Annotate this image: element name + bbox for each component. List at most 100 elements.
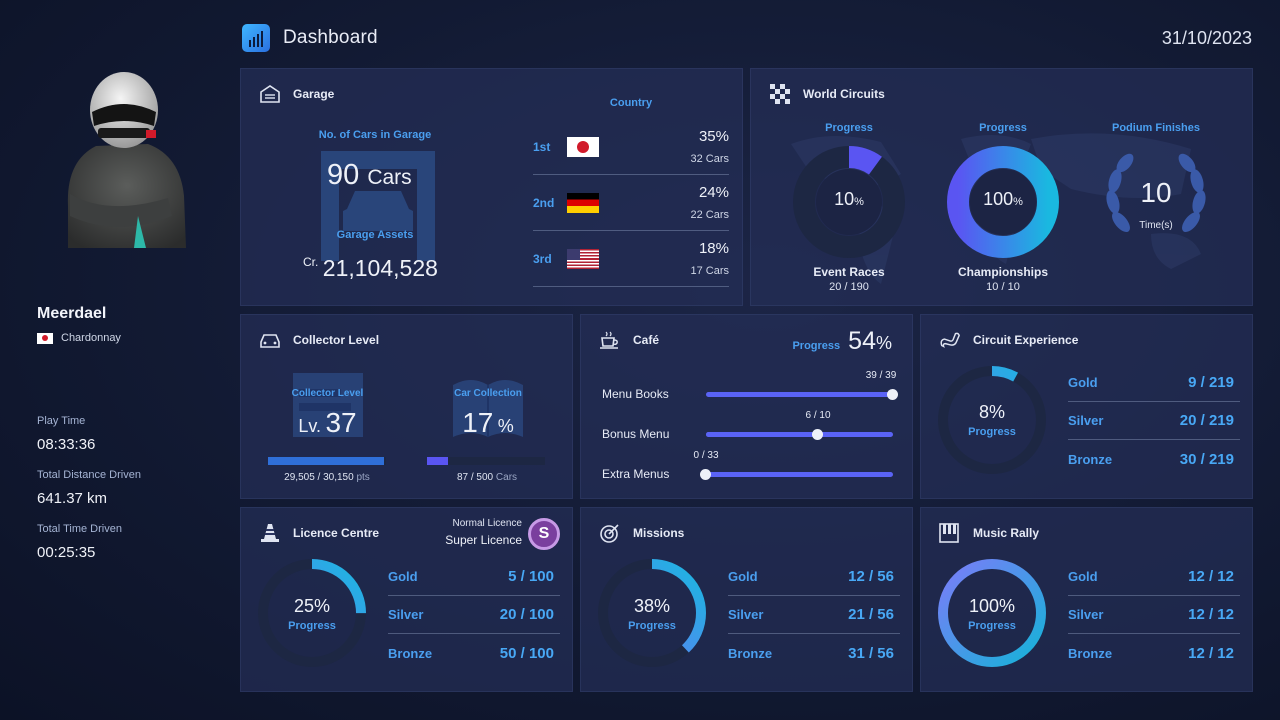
stat-label: Total Distance Driven [37,469,141,481]
medal-value: 12 / 12 [1188,568,1234,585]
medal-value: 50 / 100 [499,644,554,662]
medal-label: Silver [728,607,764,622]
championships-arc [947,146,1059,258]
stat-label: Total Time Driven [37,523,122,535]
medal-value: 20 / 100 [499,606,554,623]
cars-count-label: No. of Cars in Garage [318,129,432,141]
checkered-flag-icon [770,84,790,104]
panel-title: Garage [293,87,335,101]
panel-title: Missions [633,526,685,540]
circuit-track-icon [940,332,960,348]
bonus-menu-fill [706,429,824,440]
medal-table: Gold 12 / 56 Silver 21 / 56 Bronze 31 / 56 [728,558,900,672]
slider-knob [700,469,711,480]
circuit-experience-panel[interactable]: Circuit Experience 8% Progress Gold 9 / 2… [920,314,1253,499]
cafe-panel[interactable]: Café Progress 54% Menu Books 39 / 39 Bon… [580,314,913,499]
licence-line-super: Super Licence [445,533,522,547]
medal-label: Bronze [388,645,433,661]
cars-count-value: 90 [327,159,360,191]
country-rank: 3rd [533,251,552,266]
collection-count-unit: Cars [495,472,518,483]
world-circuits-panel[interactable]: World Circuits Progress 10% Event Races … [750,68,1253,306]
stat-label: Play Time [37,415,86,427]
menu-books-track [706,389,898,400]
circuit-experience-arc [938,366,1046,474]
medal-value: 31 / 56 [848,644,894,662]
medal-row-gold: Gold 12 / 56 [728,558,900,596]
medal-label: Gold [1068,569,1098,584]
level-points-value: 29,505 / 30,150 [284,472,354,483]
time-driven-stat: Total Time Driven 00:25:35 [37,523,122,561]
event-races-center: 10% [792,189,906,210]
current-date: 31/10/2023 [1161,27,1252,48]
country-percent: 18% [698,240,729,257]
medal-row-gold: Gold 12 / 12 [1068,558,1240,596]
collector-badge-icon [293,373,363,437]
panel-title: Café [633,333,660,347]
super-licence-badge-icon: S [528,518,560,550]
medal-label: Silver [1068,607,1104,622]
cars-count-unit: Cars [367,166,412,189]
medal-label: Gold [388,569,418,584]
country-cars: 32 Cars [690,153,729,165]
cafe-progress: Progress 54% [792,327,892,356]
stat-value: 641.37 km [37,490,108,507]
championships-unit: % [1013,196,1023,208]
ring-label: Progress [628,620,676,632]
garage-silhouette-icon [321,151,435,261]
event-races-ring [793,146,905,258]
cafe-item-count: 6 / 10 [805,410,831,421]
medal-value: 12 / 12 [1188,644,1234,662]
cafe-progress-number: 54 [848,327,876,355]
licence-center: 25% Progress [256,596,368,632]
event-races-value: 10 [834,189,855,209]
event-races-progress-label: Progress [825,122,873,134]
panel-title: Licence Centre [293,526,380,540]
driver-country: Chardonnay [37,332,121,344]
traffic-cone-icon [261,524,279,542]
music-rally-ring [938,559,1046,667]
car-collection-book-icon [453,380,523,437]
panel-title: World Circuits [803,87,885,101]
ring-unit: % [989,402,1006,422]
collection-progress-bar [427,457,545,465]
event-races-label: Event Races [813,265,885,279]
music-rally-panel[interactable]: Music Rally 100% Progress Gold 12 / 12 Si… [920,507,1253,692]
ring-unit: % [999,596,1016,616]
medal-row-bronze: Bronze 31 / 56 [728,634,900,672]
missions-panel[interactable]: Missions 38% Progress Gold 12 / 56 Silver… [580,507,913,692]
medal-row-gold: Gold 5 / 100 [388,558,560,596]
usa-flag-icon [567,248,599,269]
licence-line-normal: Normal Licence [452,518,522,529]
cafe-item-count: 0 / 33 [693,450,719,461]
stat-value: 00:25:35 [37,544,96,561]
cafe-item-label: Bonus Menu [602,427,670,441]
championships-center: 100% [946,189,1060,210]
cafe-item-label: Extra Menus [602,467,670,481]
medal-value: 12 / 12 [1188,606,1234,623]
panel-title: Music Rally [973,526,1040,540]
medal-row-gold: Gold 9 / 219 [1068,364,1240,402]
medal-value: 20 / 219 [1179,412,1234,429]
play-time-stat: Play Time 08:33:36 [37,415,95,453]
medal-value: 21 / 56 [848,606,894,623]
coffee-cup-icon [600,331,618,349]
garage-panel[interactable]: Garage No. of Cars in Garage 90 Cars Gar… [240,68,743,306]
country-rank: 2nd [533,195,555,210]
piano-keys-icon [939,523,959,543]
panel-title: Circuit Experience [973,333,1079,347]
licence-arc [258,559,366,667]
japan-flag-icon [567,136,599,157]
ring-label: Progress [968,620,1016,632]
ring-value: 8 [978,402,989,422]
country-cars: 17 Cars [690,265,729,277]
collector-level-panel[interactable]: Collector Level Collector Level Lv. 37 2… [240,314,573,499]
medal-label: Bronze [728,645,773,661]
country-list: 1st 35% 32 Cars 2nd 24% 22 Cars 3rd 18% … [533,119,729,287]
licence-centre-panel[interactable]: Licence Centre Normal Licence Super Lice… [240,507,573,692]
podium-label: Podium Finishes [1111,122,1200,134]
extra-menus-track [700,469,893,480]
menu-books-fill [706,389,898,400]
cafe-item-label: Menu Books [602,387,669,401]
collection-unit: % [497,416,514,436]
